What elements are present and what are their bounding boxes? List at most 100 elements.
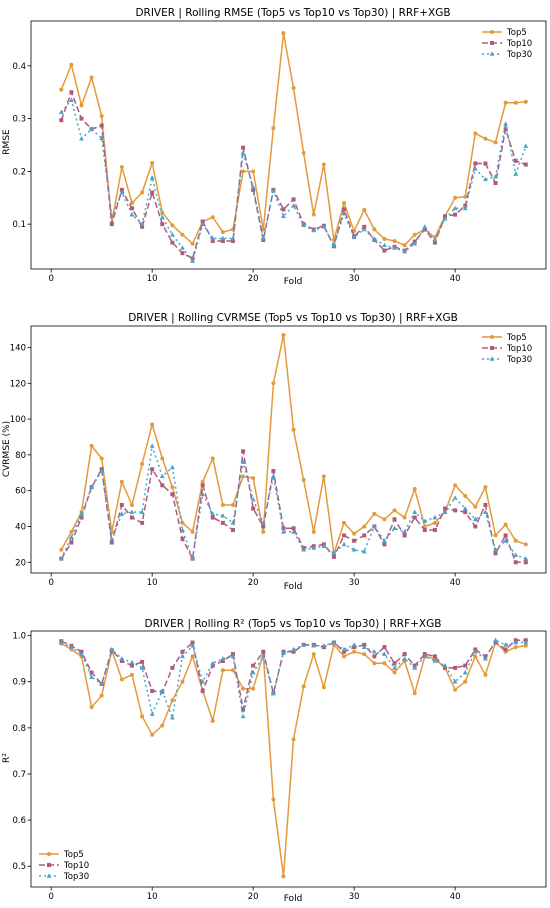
data-point-top10	[59, 118, 64, 123]
chart-cvrmse: DRIVER | Rolling CVRMSE (Top5 vs Top10 v…	[2, 312, 547, 592]
data-point-top10	[432, 528, 437, 533]
data-point-top5	[170, 485, 175, 490]
data-point-top30	[523, 556, 529, 561]
data-point-top30	[341, 210, 347, 216]
data-point-top10	[170, 240, 175, 245]
data-point-top30	[149, 711, 155, 716]
data-point-top30	[371, 236, 377, 241]
data-point-top30	[452, 495, 458, 500]
data-point-top5	[271, 797, 276, 802]
y-tick-label: 0.2	[12, 167, 26, 177]
axes-frame	[30, 325, 547, 574]
legend-marker	[46, 873, 52, 878]
series-line-top30	[60, 99, 527, 262]
data-point-top10	[200, 688, 205, 693]
data-point-top5	[210, 215, 215, 220]
legend-marker	[490, 346, 494, 350]
x-tick-label: 30	[349, 578, 360, 588]
data-point-top10	[241, 707, 246, 712]
data-point-top30	[200, 221, 206, 226]
data-point-top30	[432, 237, 438, 242]
data-point-top30	[119, 656, 125, 661]
data-point-top5	[392, 670, 397, 675]
y-tick-label: 100	[10, 415, 26, 425]
data-point-top5	[513, 645, 518, 650]
data-point-top30	[513, 639, 519, 645]
data-point-top5	[432, 520, 437, 525]
data-point-top10	[109, 222, 114, 227]
data-point-top10	[150, 688, 155, 693]
legend-marker	[489, 356, 495, 361]
data-point-top5	[170, 223, 175, 228]
legend-marker	[47, 852, 51, 856]
series-line-top10	[60, 450, 526, 564]
data-point-top5	[513, 100, 518, 105]
data-point-top5	[382, 517, 387, 522]
data-point-top10	[140, 520, 145, 525]
data-point-top30	[180, 527, 185, 532]
data-point-top30	[442, 509, 448, 514]
legend-label: Top30	[506, 355, 532, 365]
y-tick-label: 0.6	[12, 816, 26, 826]
data-point-top30	[523, 639, 529, 645]
data-point-top10	[129, 515, 134, 520]
data-point-top5	[463, 194, 468, 199]
data-point-top5	[251, 476, 256, 481]
data-point-top10	[200, 219, 205, 224]
y-tick-label: 0.3	[12, 115, 26, 125]
x-axis-label: Fold	[284, 582, 303, 592]
data-point-top10	[79, 515, 84, 520]
data-point-top30	[139, 665, 145, 670]
data-point-top30	[119, 189, 125, 195]
data-point-top30	[452, 679, 458, 684]
data-point-top10	[463, 510, 468, 515]
x-tick-label: 10	[147, 892, 158, 902]
x-axis-label: Fold	[284, 894, 303, 904]
data-point-top5	[291, 737, 296, 742]
x-tick-label: 40	[450, 578, 461, 588]
data-point-top10	[513, 560, 518, 565]
data-point-top30	[109, 536, 115, 541]
data-point-top5	[119, 677, 124, 682]
data-point-top5	[342, 520, 347, 525]
data-point-top30	[260, 520, 266, 525]
data-point-top5	[352, 649, 357, 654]
data-point-top30	[351, 234, 357, 240]
data-point-top10	[513, 158, 518, 163]
data-point-top5	[422, 524, 427, 529]
data-point-top30	[230, 653, 236, 659]
data-point-top10	[443, 214, 448, 219]
data-point-top5	[372, 661, 377, 666]
data-point-top5	[69, 62, 74, 67]
data-point-top5	[59, 87, 64, 92]
x-tick-label: 0	[48, 274, 53, 284]
data-point-top30	[442, 662, 448, 668]
data-point-top10	[352, 645, 357, 650]
data-point-top30	[311, 643, 317, 648]
data-point-top10	[150, 190, 155, 195]
data-point-top30	[361, 644, 367, 649]
data-point-top10	[180, 649, 185, 654]
data-point-top5	[271, 126, 276, 131]
data-point-top10	[493, 180, 498, 185]
data-point-top30	[180, 245, 185, 250]
data-point-top10	[150, 467, 155, 472]
data-point-top10	[382, 645, 387, 650]
data-point-top10	[160, 222, 165, 227]
y-tick-label: 80	[15, 451, 26, 461]
data-point-top10	[372, 654, 377, 659]
data-point-top5	[99, 693, 104, 698]
data-point-top5	[170, 698, 175, 703]
data-point-top30	[169, 464, 175, 470]
data-point-top10	[261, 524, 266, 529]
data-point-top5	[362, 652, 367, 657]
data-point-top30	[270, 473, 276, 479]
data-point-top30	[270, 690, 276, 696]
series-line-top5	[60, 641, 526, 878]
data-point-top5	[453, 195, 458, 200]
data-point-top30	[291, 646, 296, 652]
data-point-top30	[250, 497, 256, 502]
data-point-top5	[150, 422, 155, 427]
data-point-top5	[493, 533, 498, 538]
